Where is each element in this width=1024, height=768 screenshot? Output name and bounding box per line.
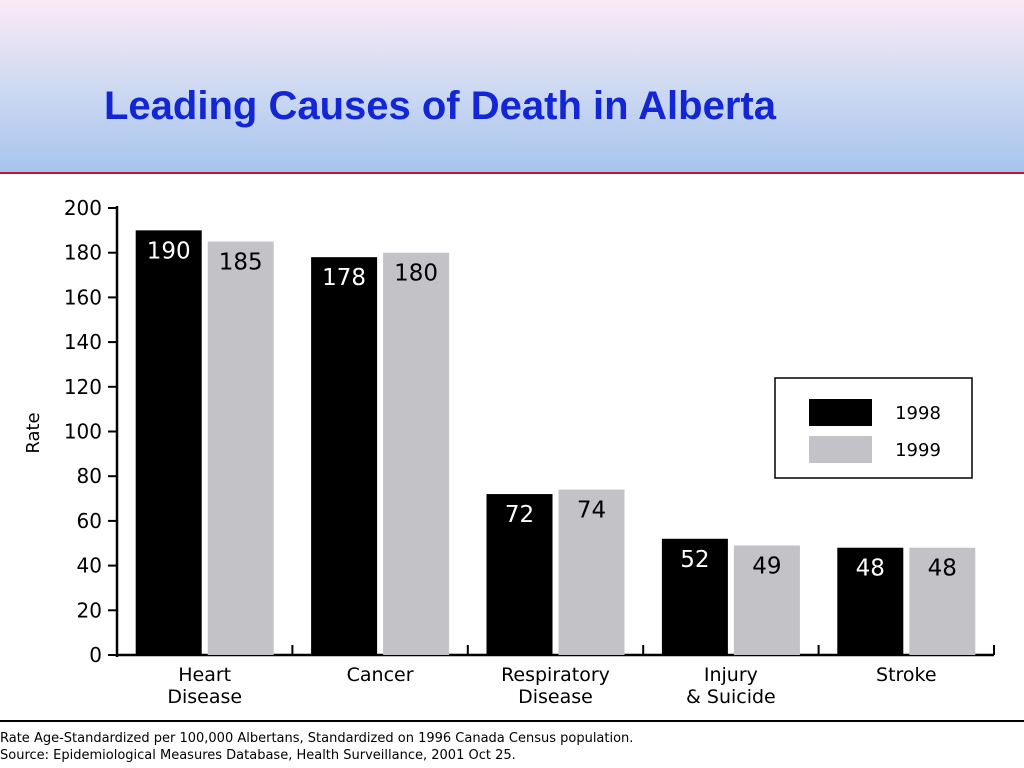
y-tick-label: 20 [77,598,102,622]
y-tick-label: 0 [89,643,102,667]
x-category-label: & Suicide [686,686,776,708]
x-category-label: Heart [178,664,231,686]
bar-1998 [837,547,904,655]
x-category-label: Cancer [347,664,414,686]
bar-value-label: 178 [322,265,366,291]
y-tick-label: 100 [64,420,102,444]
footnote-rate: Rate Age-Standardized per 100,000 Albert… [0,731,634,746]
footnote-divider [0,720,1024,722]
x-category-label: Disease [518,686,593,708]
y-tick-label: 140 [64,330,102,354]
legend-swatch-1999 [809,436,872,463]
bar-value-label: 49 [752,553,781,579]
bar-value-label: 190 [147,238,191,264]
bar-value-label: 52 [680,547,709,573]
bar-value-label: 72 [505,502,534,528]
legend-label: 1999 [895,440,941,461]
x-category-label: Stroke [876,664,937,686]
bar-1999 [207,241,274,655]
bar-1999 [558,489,625,655]
x-category-label: Respiratory [501,664,610,686]
bar-value-label: 48 [856,556,885,582]
slide-title: Leading Causes of Death in Alberta [104,84,776,128]
x-category-label: Disease [167,686,242,708]
bar-value-label: 185 [219,250,263,276]
x-category-label: Injury [704,664,758,686]
y-axis-label: Rate [23,412,44,453]
bar-1999 [733,545,800,655]
bar-value-label: 180 [394,261,438,287]
bar-value-label: 48 [928,556,957,582]
bar-1999 [383,252,450,655]
y-tick-label: 60 [77,509,102,533]
bar-chart: 0 20 40 60 80 100 120 140 160 180 200 Rate 190 185 Hea… [23,196,995,708]
bar-1998 [661,538,728,655]
legend-swatch-1998 [809,399,872,426]
y-tick-label: 200 [64,196,102,220]
bar-1998 [486,494,553,655]
y-tick-label: 80 [77,464,102,488]
bar-1999 [909,547,976,655]
footnote-source: Source: Epidemiological Measures Databas… [0,748,516,763]
y-tick-label: 160 [64,285,102,309]
y-tick-label: 40 [77,554,102,578]
legend-label: 1998 [895,403,941,424]
legend-box [774,377,973,479]
y-tick-label: 120 [64,375,102,399]
header-divider [0,172,1024,174]
bar-value-label: 74 [577,498,606,524]
slide-header [0,0,1024,172]
bar-1998 [311,257,378,655]
y-tick-label: 180 [64,241,102,265]
bar-1998 [135,230,202,655]
